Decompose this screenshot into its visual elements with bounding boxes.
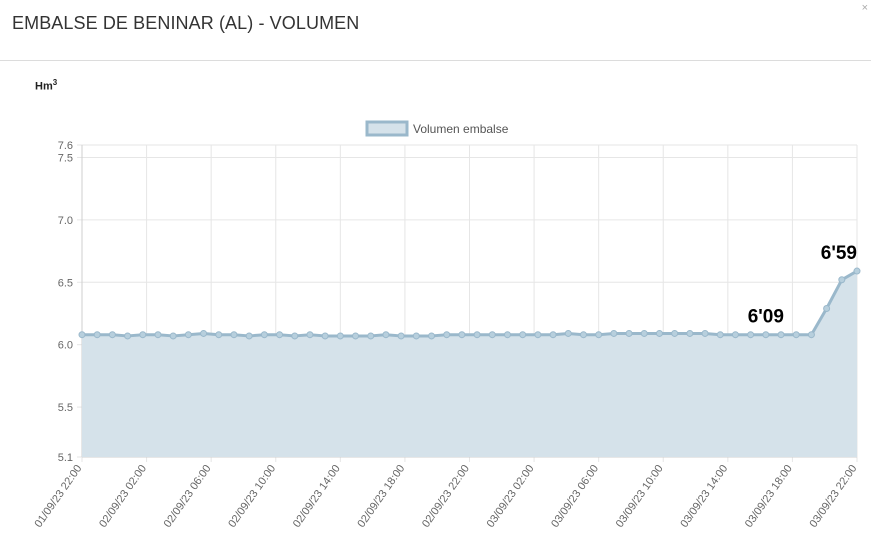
data-point[interactable] <box>200 329 208 337</box>
data-point[interactable] <box>579 331 587 339</box>
data-point[interactable] <box>792 331 800 339</box>
data-point[interactable] <box>412 332 420 340</box>
x-tick-label: 02/09/23 10:00 <box>226 463 278 530</box>
y-axis-unit-label: Hm <box>35 80 53 93</box>
data-point[interactable] <box>716 331 724 339</box>
value-annotation: 6'59 <box>821 243 857 264</box>
x-tick-label: 03/09/23 06:00 <box>549 463 601 530</box>
data-point[interactable] <box>686 329 694 337</box>
chart-header: EMBALSE DE BENINAR (AL) - VOLUMEN × <box>0 0 871 61</box>
data-point[interactable] <box>260 331 268 339</box>
x-tick-label: 01/09/23 22:00 <box>33 463 85 530</box>
data-point[interactable] <box>655 329 663 337</box>
data-point[interactable] <box>367 332 375 340</box>
data-point[interactable] <box>184 331 192 339</box>
data-point[interactable] <box>640 329 648 337</box>
data-point[interactable] <box>671 329 679 337</box>
y-tick-label: 6.0 <box>58 340 73 352</box>
data-point[interactable] <box>853 267 861 275</box>
legend-label[interactable]: Volumen embalse <box>413 122 509 136</box>
data-point[interactable] <box>124 332 132 340</box>
x-tick-label: 02/09/23 02:00 <box>97 463 149 530</box>
data-point[interactable] <box>762 331 770 339</box>
data-point[interactable] <box>382 331 390 339</box>
x-tick-label: 02/09/23 18:00 <box>355 463 407 530</box>
data-point[interactable] <box>78 331 86 339</box>
data-point[interactable] <box>549 331 557 339</box>
data-point[interactable] <box>731 331 739 339</box>
data-point[interactable] <box>291 332 299 340</box>
x-tick-label: 02/09/23 06:00 <box>162 463 214 530</box>
data-point[interactable] <box>458 331 466 339</box>
data-point[interactable] <box>747 331 755 339</box>
y-tick-label: 7.0 <box>58 215 73 227</box>
y-axis-unit-exponent: 3 <box>52 78 58 87</box>
data-point[interactable] <box>321 332 329 340</box>
x-tick-label: 02/09/23 14:00 <box>291 463 343 530</box>
x-tick-label: 03/09/23 18:00 <box>743 463 795 530</box>
data-point[interactable] <box>473 331 481 339</box>
data-point[interactable] <box>336 332 344 340</box>
chart-title: EMBALSE DE BENINAR (AL) - VOLUMEN <box>12 13 360 33</box>
legend-swatch[interactable] <box>365 120 409 137</box>
y-axis-unit: Hm3 <box>35 78 57 93</box>
data-point[interactable] <box>838 276 846 284</box>
y-tick-label: 7.5 <box>58 152 73 164</box>
data-point[interactable] <box>823 304 831 312</box>
data-point[interactable] <box>428 332 436 340</box>
data-point[interactable] <box>595 331 603 339</box>
data-point[interactable] <box>701 329 709 337</box>
x-tick-label: 02/09/23 22:00 <box>420 463 472 530</box>
series-area-fill <box>82 271 857 457</box>
data-point[interactable] <box>503 331 511 339</box>
data-point[interactable] <box>443 331 451 339</box>
data-point[interactable] <box>93 331 101 339</box>
data-point[interactable] <box>534 331 542 339</box>
data-point[interactable] <box>807 331 815 339</box>
data-point[interactable] <box>564 329 572 337</box>
y-tick-label: 5.1 <box>58 452 73 464</box>
data-point[interactable] <box>625 329 633 337</box>
data-point[interactable] <box>154 331 162 339</box>
data-point[interactable] <box>276 331 284 339</box>
data-point[interactable] <box>139 331 147 339</box>
data-point[interactable] <box>306 331 314 339</box>
data-point[interactable] <box>215 331 223 339</box>
x-tick-label: 03/09/23 22:00 <box>808 463 860 530</box>
series-line <box>82 269 858 338</box>
data-point[interactable] <box>230 331 238 339</box>
data-point[interactable] <box>352 332 360 340</box>
close-icon[interactable]: × <box>861 2 868 14</box>
data-point[interactable] <box>488 331 496 339</box>
value-annotation: 6'09 <box>748 307 784 328</box>
data-point[interactable] <box>108 331 116 339</box>
data-point[interactable] <box>397 332 405 340</box>
data-point[interactable] <box>169 332 177 340</box>
x-tick-label: 03/09/23 10:00 <box>614 463 666 530</box>
y-tick-label: 5.5 <box>58 402 73 414</box>
data-point[interactable] <box>519 331 527 339</box>
data-point[interactable] <box>610 329 618 337</box>
y-tick-label: 6.5 <box>58 277 73 289</box>
y-tick-label: 7.6 <box>58 140 73 152</box>
data-point[interactable] <box>777 331 785 339</box>
x-tick-label: 03/09/23 14:00 <box>678 463 730 530</box>
data-point[interactable] <box>245 332 253 340</box>
x-tick-label: 03/09/23 02:00 <box>485 463 537 530</box>
